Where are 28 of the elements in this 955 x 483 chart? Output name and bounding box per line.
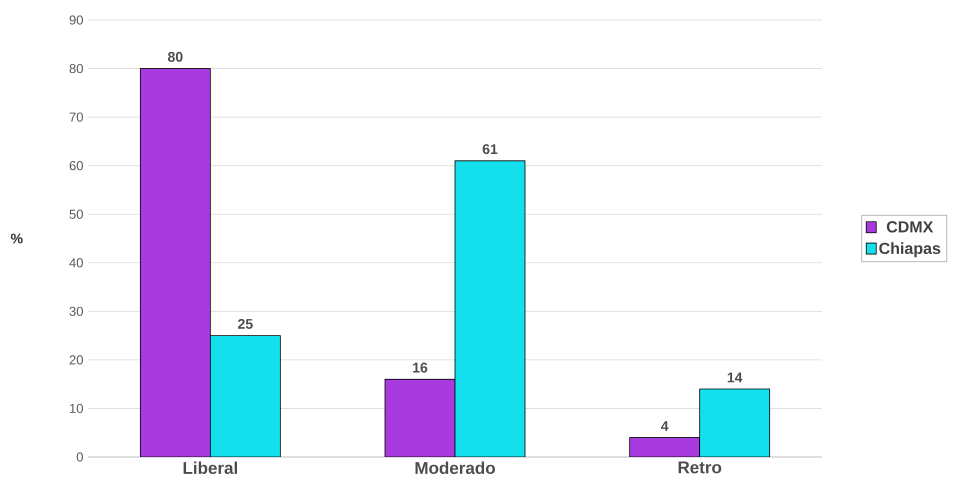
y-tick-label: 70 (70, 112, 83, 122)
data-label: 80 (168, 52, 183, 62)
y-tick-label: 10 (70, 404, 83, 414)
y-axis-title: % (10, 234, 23, 244)
y-tick-label: 80 (70, 64, 83, 74)
y-tick-label: 50 (70, 210, 83, 219)
data-label: 4 (660, 421, 668, 431)
bar (629, 437, 700, 457)
bar (140, 68, 211, 457)
legend-label: Chiapas (879, 242, 940, 258)
bar (454, 160, 526, 457)
data-label: 61 (482, 144, 498, 154)
y-tick-label: 0 (76, 452, 83, 462)
x-tick-label: Retro (678, 462, 722, 474)
y-tick-label: 30 (70, 306, 83, 316)
data-label: 25 (238, 318, 253, 329)
data-label: 16 (413, 362, 428, 373)
bar (210, 335, 281, 457)
y-tick-label: 20 (70, 355, 83, 364)
bar (384, 378, 456, 457)
x-tick-label: Liberal (184, 462, 237, 474)
bar (699, 388, 770, 457)
y-tick-label: 60 (70, 161, 83, 170)
x-tick-label: Moderado (416, 462, 495, 474)
data-label: 14 (728, 372, 742, 382)
y-tick-label: 40 (69, 258, 83, 268)
legend-label: CDMX (886, 221, 934, 232)
y-tick-label: 90 (70, 15, 83, 25)
